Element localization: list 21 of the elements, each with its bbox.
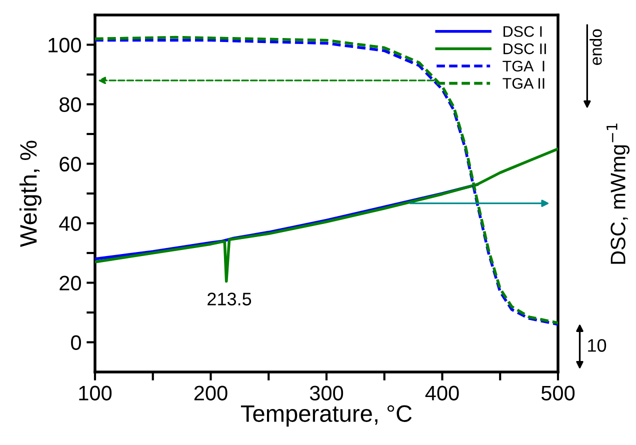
y-tick-label: 0: [71, 335, 81, 350]
legend-label: TGA I: [502, 60, 544, 72]
y-tick-label: 40: [59, 216, 81, 232]
y-tick-label: 60: [60, 156, 81, 172]
x-tick-label: 400: [425, 386, 459, 400]
legend-label: DSC I: [504, 26, 542, 37]
y-axis-title: Weigth, %: [19, 140, 42, 247]
text: endo: [590, 29, 602, 65]
y-tick-label: 20: [60, 276, 81, 291]
x-tick-label: 300: [310, 386, 344, 400]
annotation: 213.5: [208, 292, 252, 306]
x-axis-title: Temperature, °C: [240, 405, 412, 427]
x-tick-label: 200: [194, 386, 228, 400]
text: 10: [588, 339, 606, 352]
x-tick-label: 500: [541, 386, 575, 400]
legend-label: DSC II: [504, 43, 546, 54]
legend-label: TGA II: [502, 78, 544, 89]
x-tick-label: 100: [79, 386, 112, 400]
y2-axis-title: DSC, mWmg$^{−1}$: [606, 124, 630, 264]
y-tick-label: 100: [48, 38, 81, 53]
y-tick-label: 80: [60, 97, 81, 112]
